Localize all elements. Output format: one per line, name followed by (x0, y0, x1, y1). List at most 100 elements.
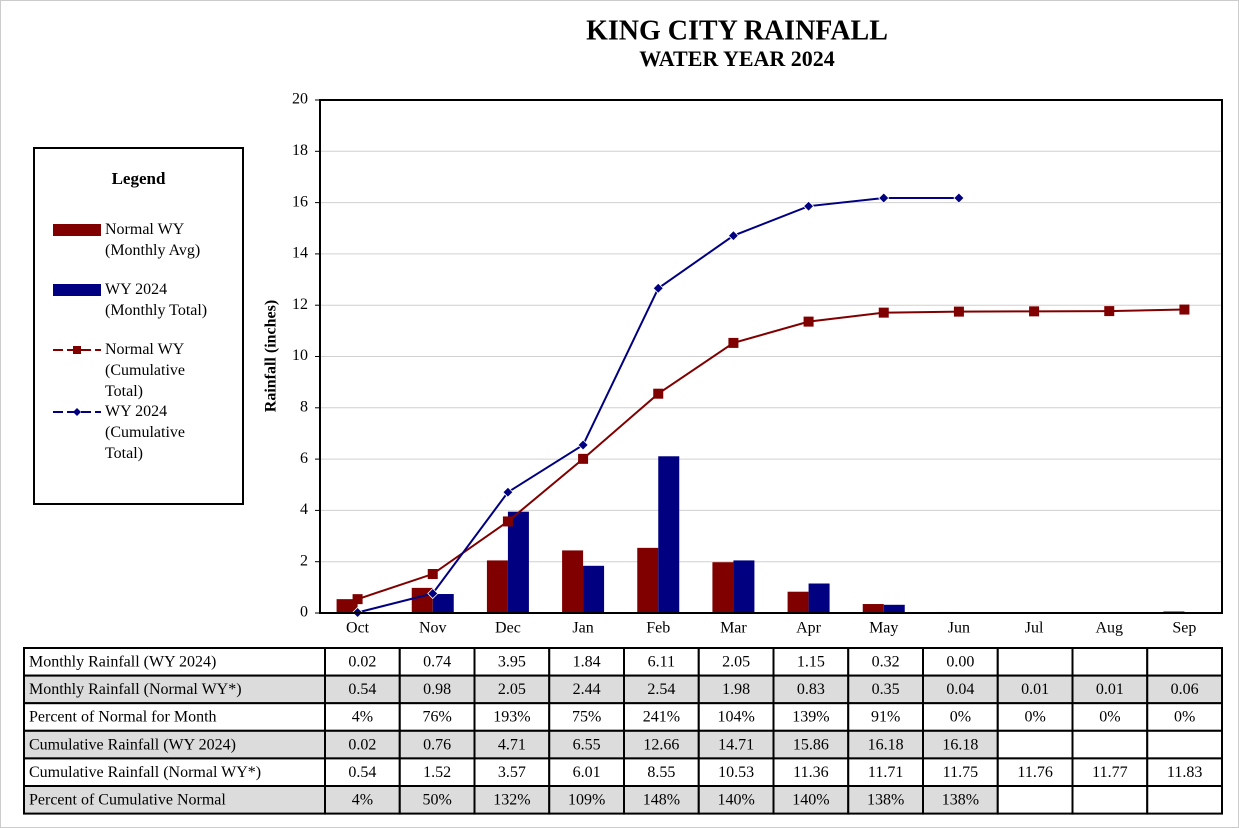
marker (803, 316, 814, 327)
x-tick-label: Feb (646, 620, 670, 637)
legend-item: WY 2024 (Cumulative Total) (53, 401, 243, 462)
x-tick-label: Aug (1095, 620, 1123, 637)
table-cell (922, 674, 999, 705)
table-cell (1146, 647, 1223, 677)
bar (712, 562, 734, 613)
table-cell (772, 647, 850, 677)
x-tick-label: May (869, 620, 898, 637)
legend-label: WY 2024 (Cumulative Total) (105, 403, 185, 462)
table-value: 75% (572, 709, 601, 726)
table-row-label: Monthly Rainfall (Normal WY*) (29, 681, 242, 698)
table-cell (847, 674, 924, 705)
marker (1029, 306, 1040, 317)
y-tick-label: 16 (292, 193, 308, 210)
y-tick-label: 2 (300, 552, 308, 569)
table-value: 0.76 (423, 736, 451, 753)
marker (878, 192, 890, 204)
table-row-label: Cumulative Rainfall (WY 2024) (29, 736, 236, 753)
table-value: 3.57 (498, 764, 526, 781)
table-cell (1071, 647, 1149, 677)
table-cell (1071, 729, 1149, 760)
table-value: 2.44 (573, 681, 601, 698)
legend-swatch (73, 346, 81, 354)
line (357, 308, 1185, 601)
legend-symbol (53, 284, 101, 296)
table-value: 76% (422, 709, 451, 726)
table-cell (1146, 729, 1223, 760)
x-tick-label: Jul (1025, 620, 1044, 637)
table-cell (847, 785, 924, 815)
bar (486, 560, 508, 613)
table-value: 0.00 (946, 653, 974, 670)
marker (953, 192, 965, 204)
table-value: 11.77 (1092, 764, 1127, 781)
table-cell (1146, 785, 1223, 815)
y-tick-label: 8 (300, 398, 308, 415)
y-tick-label: 6 (300, 450, 308, 467)
table-value: 50% (422, 791, 451, 808)
table-cell (1071, 674, 1149, 705)
table-value: 1.15 (797, 653, 825, 670)
table-label-cell (23, 785, 326, 815)
marker (502, 516, 513, 527)
y-tick-label: 20 (292, 91, 308, 108)
table-value: 2.05 (722, 653, 750, 670)
table-value: 11.36 (793, 764, 828, 781)
table-value: 0.74 (423, 653, 451, 670)
y-tick-label: 0 (300, 604, 308, 621)
chart-title: KING CITY RAINFALL (586, 15, 888, 46)
table-value: 16.18 (942, 736, 978, 753)
table-value: 132% (493, 791, 530, 808)
table-value: 15.86 (793, 736, 829, 753)
table-value: 4% (352, 791, 373, 808)
table-cell (473, 757, 551, 788)
table-value: 12.66 (643, 736, 679, 753)
x-tick-label: Nov (419, 620, 447, 637)
table-cell (922, 647, 999, 677)
legend-label: Normal WY (Cumulative Total) (105, 341, 185, 400)
table-value: 0.01 (1096, 681, 1124, 698)
bar (733, 560, 755, 613)
table-value: 140% (717, 791, 754, 808)
table-value: 104% (717, 709, 754, 726)
table-value: 8.55 (647, 764, 675, 781)
table-value: 0.04 (946, 681, 974, 698)
table-value: 0.01 (1021, 681, 1049, 698)
marker (728, 337, 739, 348)
table-value: 11.83 (1167, 764, 1202, 781)
table-value: 6.01 (573, 764, 601, 781)
legend: Legend Normal WY (Monthly Avg) WY 2024 (M… (33, 147, 244, 505)
table-cell (324, 757, 401, 788)
bar (336, 599, 358, 613)
legend-symbol (53, 346, 101, 354)
table-value: 0% (1174, 709, 1195, 726)
table-cell (1071, 785, 1149, 815)
x-tick-label: Jan (572, 620, 593, 637)
bar (883, 604, 905, 613)
table-value: 4.71 (498, 736, 526, 753)
legend-title: Legend (111, 169, 166, 188)
table-value: 0.54 (348, 764, 376, 781)
table-value: 0.35 (872, 681, 900, 698)
y-tick-label: 10 (292, 347, 308, 364)
table-value: 0.02 (348, 736, 376, 753)
table-value: 2.05 (498, 681, 526, 698)
marker (803, 200, 815, 212)
marker (1179, 304, 1190, 315)
table-value: 11.76 (1017, 764, 1052, 781)
bar (562, 550, 584, 613)
table-value: 0.02 (348, 653, 376, 670)
table-value: 16.18 (868, 736, 904, 753)
bar (862, 604, 884, 613)
marker (578, 453, 589, 464)
x-tick-label: Oct (346, 620, 370, 637)
table-cell (623, 647, 700, 677)
table-value: 0.54 (348, 681, 376, 698)
y-tick-label: 12 (292, 296, 308, 313)
marker (427, 569, 438, 580)
table-label-cell (23, 729, 326, 760)
table-value: 193% (493, 709, 530, 726)
table-cell (548, 729, 625, 760)
legend-label: WY 2024 (Monthly Total) (105, 281, 208, 319)
